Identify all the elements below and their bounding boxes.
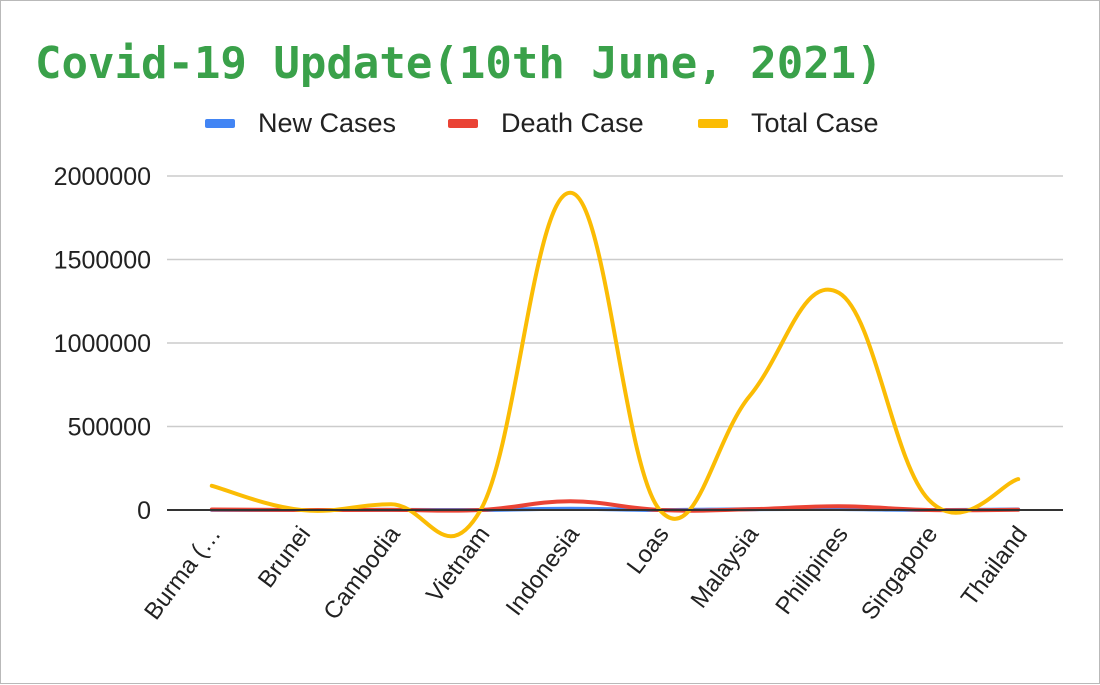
- y-tick-label: 1500000: [54, 247, 151, 275]
- legend-label: Total Case: [751, 108, 879, 138]
- y-axis-ticks: 0 500000 1000000 1500000 2000000: [54, 163, 151, 525]
- y-tick-label: 500000: [68, 414, 151, 442]
- y-tick-label: 1000000: [54, 330, 151, 358]
- gridlines: [167, 175, 1063, 428]
- legend: New Cases Death Case Total Case: [205, 108, 879, 138]
- legend-swatch: [205, 119, 235, 128]
- x-category-label: Burma (…: [139, 521, 226, 625]
- series-lines: [209, 190, 1021, 539]
- y-tick-label: 0: [137, 497, 151, 525]
- x-category-label: Malaysia: [686, 521, 765, 613]
- legend-swatch: [448, 119, 478, 128]
- x-category-label: Philipines: [770, 521, 853, 619]
- chart-title: Covid-19 Update(10th June, 2021): [35, 38, 883, 89]
- x-category-label: Cambodia: [318, 521, 406, 625]
- legend-label: Death Case: [501, 108, 644, 138]
- x-category-label: Thailand: [956, 521, 1033, 611]
- y-tick-label: 2000000: [54, 163, 151, 191]
- x-axis-category-labels: Burma (… Brunei Cambodia Vietnam Indonesia Lo…: [139, 521, 1033, 625]
- x-category-label: Brunei: [253, 521, 316, 593]
- series-line-total-case: [209, 190, 1021, 539]
- x-category-label: Loas: [622, 521, 675, 579]
- legend-swatch: [698, 119, 728, 128]
- x-category-label: Indonesia: [501, 521, 586, 621]
- legend-label: New Cases: [258, 108, 396, 138]
- x-category-label: Singapore: [856, 521, 943, 625]
